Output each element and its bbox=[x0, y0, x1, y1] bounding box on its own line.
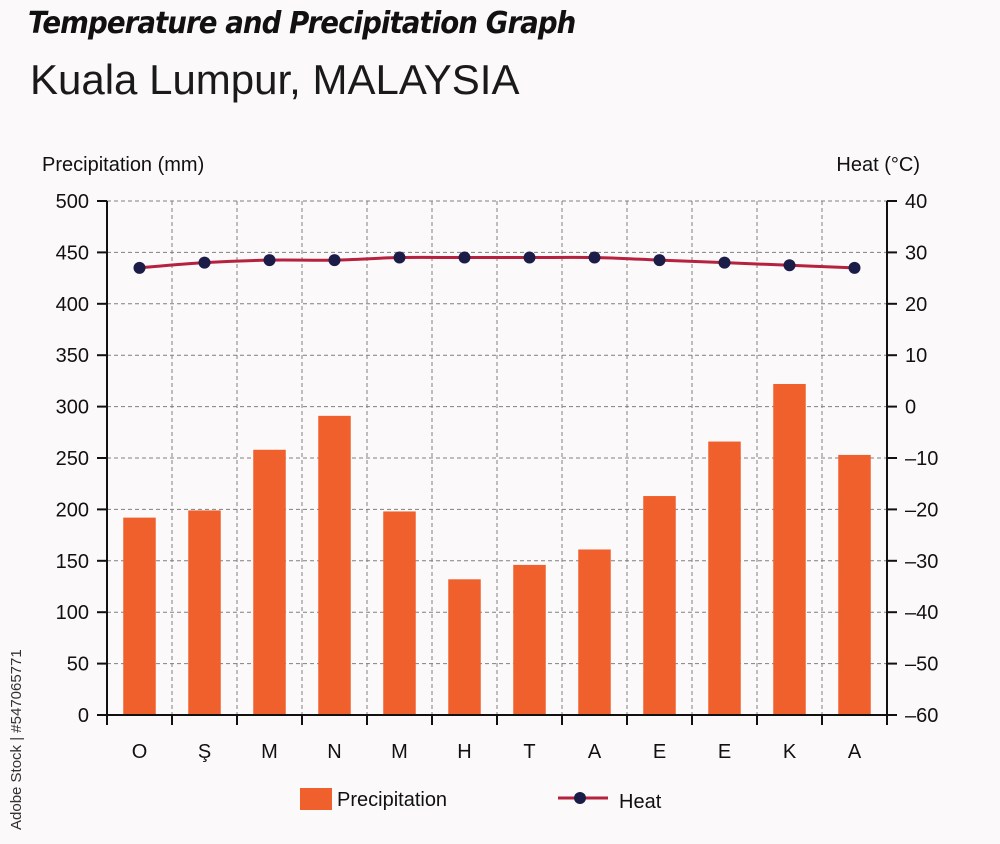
precipitation-bar bbox=[708, 441, 741, 715]
right-axis-label: Heat (°C) bbox=[836, 154, 920, 176]
precipitation-bar bbox=[513, 564, 546, 715]
right-axis-tick-label: 40 bbox=[905, 191, 927, 213]
right-axis-tick-label: –40 bbox=[905, 602, 938, 624]
right-axis-tick-label: –10 bbox=[905, 448, 938, 470]
heat-point bbox=[198, 256, 211, 269]
x-axis-tick-label: Ş bbox=[198, 741, 211, 763]
x-axis-tick-label: K bbox=[783, 741, 797, 763]
left-axis-tick-label: 250 bbox=[56, 448, 89, 470]
x-axis-tick-label: M bbox=[391, 741, 408, 763]
left-axis-tick-label: 50 bbox=[67, 654, 89, 676]
precipitation-bars bbox=[123, 383, 871, 715]
heat-point bbox=[328, 254, 341, 267]
left-axis-tick-label: 500 bbox=[56, 191, 89, 213]
right-axis-tick-label: –20 bbox=[905, 499, 938, 521]
precipitation-bar bbox=[318, 415, 351, 715]
heat-point bbox=[523, 251, 536, 264]
heat-point bbox=[458, 251, 471, 264]
left-axis-tick-label: 100 bbox=[56, 602, 89, 624]
heat-point bbox=[393, 251, 406, 264]
x-axis-tick-label: O bbox=[132, 741, 148, 763]
legend-precipitation-label: Precipitation bbox=[337, 789, 447, 811]
x-axis-tick-label: M bbox=[261, 741, 278, 763]
left-axis-tick-label: 350 bbox=[56, 345, 89, 367]
precipitation-bar bbox=[383, 511, 416, 715]
precipitation-bar bbox=[838, 454, 871, 715]
x-axis-tick-label: H bbox=[457, 741, 471, 763]
x-axis-tick-label: E bbox=[718, 741, 731, 763]
right-axis-tick-label: 0 bbox=[905, 397, 916, 419]
left-axis-tick-label: 300 bbox=[56, 397, 89, 419]
x-axis-tick-label: E bbox=[653, 741, 666, 763]
precipitation-bar bbox=[253, 449, 286, 715]
right-axis-tick-label: 30 bbox=[905, 242, 927, 264]
chart-subtitle: Kuala Lumpur, MALAYSIA bbox=[30, 56, 520, 103]
right-axis-tick-label: –50 bbox=[905, 654, 938, 676]
left-axis-tick-label: 450 bbox=[56, 242, 89, 264]
left-axis-label: Precipitation (mm) bbox=[42, 154, 204, 176]
axes: 050100150200250300350400450500–60–50–40–… bbox=[56, 191, 939, 763]
heat-point bbox=[848, 261, 861, 274]
right-axis-tick-label: –60 bbox=[905, 705, 938, 727]
left-axis-tick-label: 150 bbox=[56, 551, 89, 573]
legend: Precipitation Heat bbox=[300, 788, 662, 813]
left-axis-tick-label: 400 bbox=[56, 294, 89, 316]
legend-heat-label: Heat bbox=[619, 791, 662, 813]
precipitation-bar bbox=[773, 383, 806, 715]
x-axis-tick-label: N bbox=[327, 741, 341, 763]
left-axis-tick-label: 0 bbox=[78, 705, 89, 727]
x-axis-tick-label: T bbox=[523, 741, 535, 763]
precipitation-bar bbox=[643, 496, 676, 715]
heat-point bbox=[653, 254, 666, 267]
heat-line bbox=[133, 251, 861, 274]
legend-heat-marker bbox=[574, 792, 586, 804]
heat-point bbox=[783, 259, 796, 272]
heat-point bbox=[718, 256, 731, 269]
right-axis-tick-label: 10 bbox=[905, 345, 927, 367]
precipitation-bar bbox=[578, 549, 611, 715]
left-axis-tick-label: 200 bbox=[56, 499, 89, 521]
precipitation-bar bbox=[188, 510, 221, 715]
precipitation-bar bbox=[123, 517, 156, 715]
legend-precipitation-swatch bbox=[300, 788, 332, 810]
chart-title: Temperature and Precipitation Graph bbox=[28, 6, 576, 41]
x-axis-tick-label: A bbox=[848, 741, 862, 763]
x-axis-tick-label: A bbox=[588, 741, 602, 763]
heat-point bbox=[588, 251, 601, 264]
heat-series-line bbox=[139, 255, 855, 270]
grid-lines bbox=[107, 200, 887, 715]
heat-point bbox=[133, 261, 146, 274]
right-axis-tick-label: 20 bbox=[905, 294, 927, 316]
right-axis-tick-label: –30 bbox=[905, 551, 938, 573]
precipitation-bar bbox=[448, 579, 481, 715]
heat-point bbox=[263, 254, 276, 267]
